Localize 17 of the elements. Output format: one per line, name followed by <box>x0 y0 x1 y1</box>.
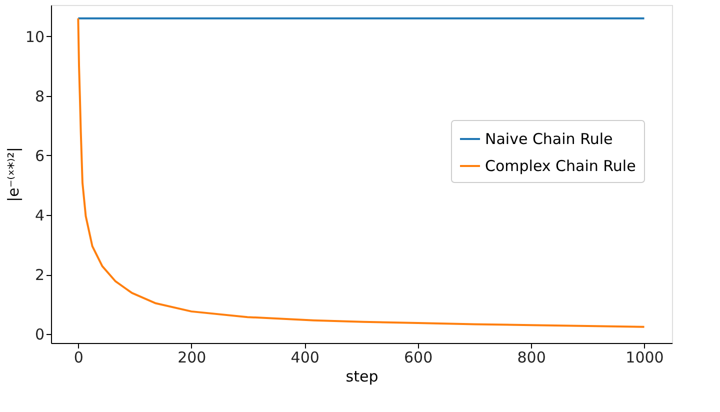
legend-label: Naive Chain Rule <box>485 130 613 148</box>
x-axis-title: step <box>346 368 378 386</box>
y-tick-label: 4 <box>34 206 44 224</box>
legend-label: Complex Chain Rule <box>485 157 636 175</box>
x-tick-label: 800 <box>517 348 546 366</box>
x-tick-label: 0 <box>74 348 84 366</box>
x-tick-label: 600 <box>404 348 433 366</box>
x-tick-label: 200 <box>178 348 206 366</box>
x-tick-label: 1000 <box>626 348 664 366</box>
y-tick-label: 2 <box>34 266 44 284</box>
x-tick-label: 400 <box>290 348 320 366</box>
y-tick-label: 6 <box>34 146 44 165</box>
y-tick-label: 8 <box>34 87 44 106</box>
y-axis-title: |e⁻⁽ˣ*⁾²| <box>4 147 22 202</box>
y-tick-label: 0 <box>34 326 44 344</box>
y-tick-label: 10 <box>25 28 44 46</box>
line-series <box>77 17 646 328</box>
